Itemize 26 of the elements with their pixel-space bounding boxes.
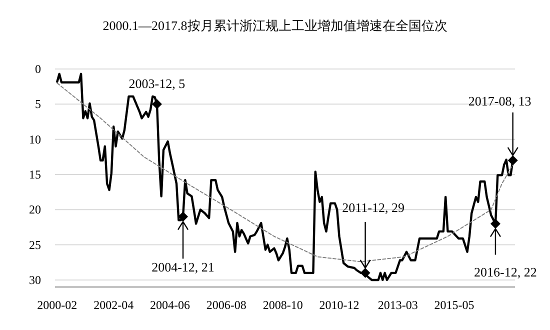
- note: 2003-12, 5: [128, 76, 186, 92]
- y-tick-label: 10: [29, 132, 41, 146]
- y-tick-label: 5: [35, 97, 41, 112]
- x-tick-label: 2004-06: [150, 298, 190, 312]
- point: [152, 99, 162, 110]
- point: [490, 218, 500, 229]
- point: [508, 155, 518, 166]
- note: 2017-08, 13: [468, 93, 532, 108]
- y-tick-label: 25: [29, 238, 41, 252]
- x-tick-label: 2010-12: [319, 298, 360, 312]
- note: 2004-12, 21: [152, 260, 214, 275]
- x-tick-label: 2015-05: [434, 298, 474, 312]
- x-tick-label: 2000-02: [37, 298, 78, 312]
- note: 2016-12, 22: [474, 264, 537, 280]
- x-tick-label: 2006-08: [206, 298, 246, 312]
- point: [360, 268, 370, 278]
- x-tick-label: 2008-10: [262, 298, 303, 312]
- y-tick-label: 30: [29, 272, 41, 287]
- x-tick-label: 2013-03: [378, 298, 418, 312]
- note: 2011-12, 29: [342, 200, 404, 215]
- x-tick-label: 2002-04: [94, 298, 134, 312]
- y-tick-label: 15: [29, 167, 41, 182]
- y-tick-label: 20: [29, 202, 41, 217]
- y-tick-label: 0: [35, 62, 41, 76]
- chart-title: 2000.1—2017.8按月累计浙江规上工业增加值增速在全国位次: [102, 18, 448, 33]
- point: [178, 212, 188, 222]
